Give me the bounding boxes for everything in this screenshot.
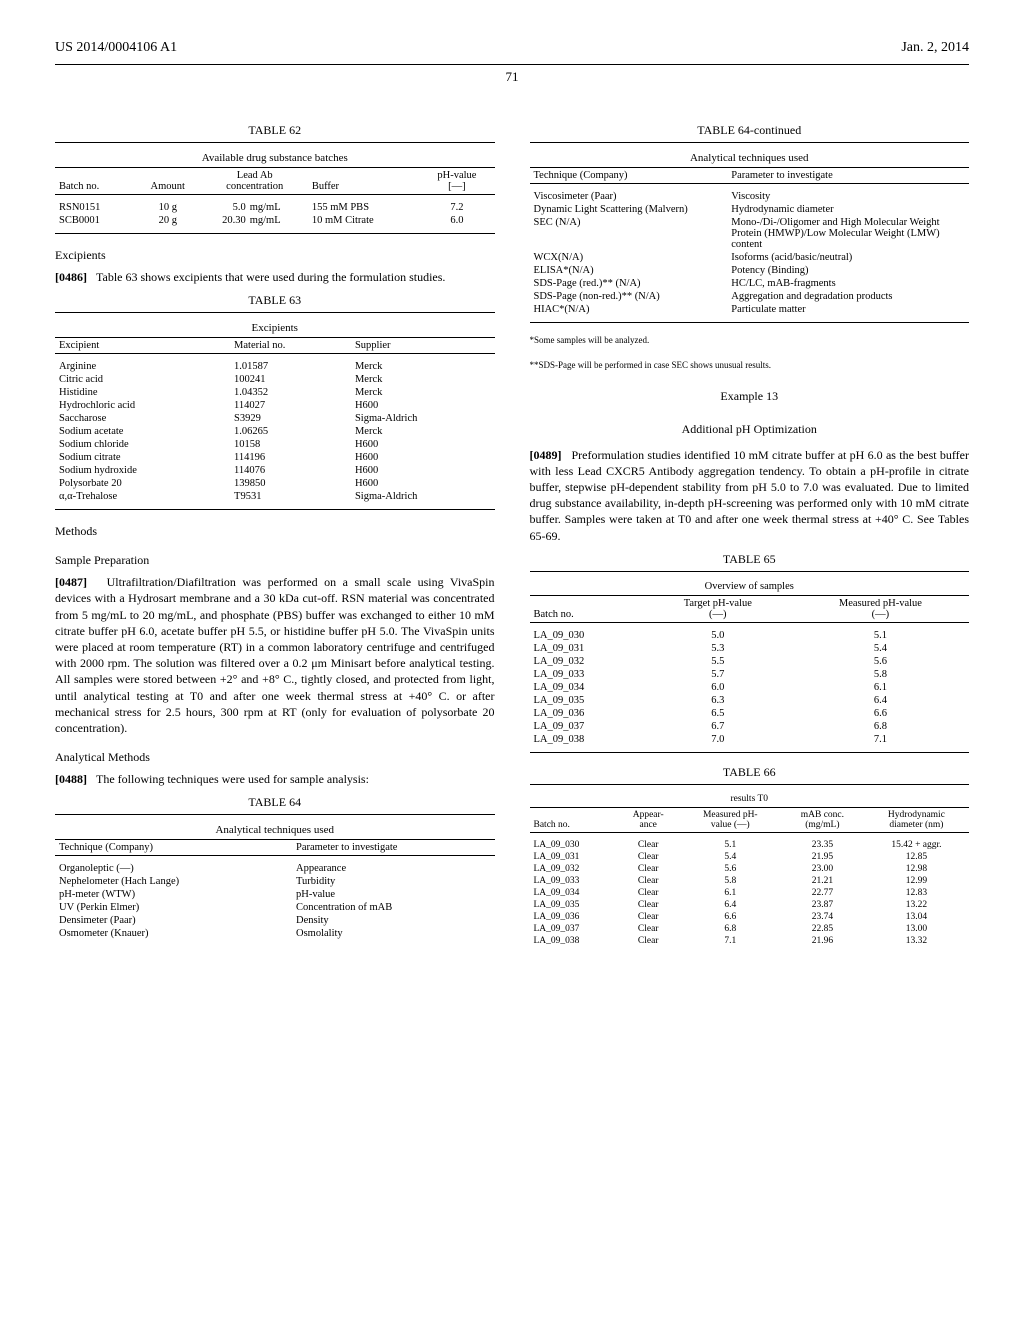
table-row: Sodium hydroxide114076H600 (55, 464, 495, 477)
table-66: results T0 Batch no. Appear-ance Measure… (530, 784, 970, 947)
table-65-caption: TABLE 65 (530, 552, 970, 567)
table-row: SDS-Page (non-red.)** (N/A)Aggregation a… (530, 290, 970, 303)
table-row: UV (Perkin Elmer)Concentration of mAB (55, 901, 495, 914)
doc-date: Jan. 2, 2014 (901, 40, 969, 56)
table-64-title: Analytical techniques used (55, 821, 495, 840)
table-row: LA_09_037Clear6.822.8513.00 (530, 923, 970, 935)
table-row: LA_09_038Clear7.121.9613.32 (530, 935, 970, 947)
table-63: Excipients Excipient Material no. Suppli… (55, 312, 495, 510)
t62-h1: Amount (134, 168, 202, 195)
table-row: Sodium citrate114196H600 (55, 451, 495, 464)
table-row: Sodium chloride10158H600 (55, 438, 495, 451)
t62-h3: Buffer (308, 168, 419, 195)
table-64c-caption: TABLE 64-continued (530, 123, 970, 138)
example-13-subtitle: Additional pH Optimization (530, 422, 970, 437)
table-row: Dynamic Light Scattering (Malvern)Hydrod… (530, 203, 970, 216)
table-row: Osmometer (Knauer)Osmolality (55, 927, 495, 940)
table-row: LA_09_035Clear6.423.8713.22 (530, 899, 970, 911)
para-0489: [0489] Preformulation studies identified… (530, 447, 970, 544)
footnote-2: **SDS-Page will be performed in case SEC… (530, 360, 970, 371)
table-row: SaccharoseS3929Sigma-Aldrich (55, 412, 495, 425)
table-66-title: results T0 (530, 791, 970, 808)
table-row: LA_09_033Clear5.821.2112.99 (530, 875, 970, 887)
table-row: LA_09_0387.07.1 (530, 733, 970, 746)
table-row: SEC (N/A)Mono-/Di-/Oligomer and High Mol… (530, 216, 970, 251)
t62-h4: pH-value[—] (419, 168, 494, 195)
table-row: pH-meter (WTW)pH-value (55, 888, 495, 901)
table-63-title: Excipients (55, 319, 495, 338)
table-row: Viscosimeter (Paar)Viscosity (530, 190, 970, 203)
table-65-title: Overview of samples (530, 578, 970, 596)
table-row: LA_09_0305.05.1 (530, 629, 970, 642)
table-64-caption: TABLE 64 (55, 795, 495, 810)
excipients-heading: Excipients (55, 248, 495, 263)
table-row: Citric acid100241Merck (55, 373, 495, 386)
table-row: LA_09_0315.35.4 (530, 642, 970, 655)
table-row: LA_09_0335.75.8 (530, 668, 970, 681)
table-62: Available drug substance batches Batch n… (55, 142, 495, 234)
table-66-caption: TABLE 66 (530, 765, 970, 780)
methods-heading: Methods (55, 524, 495, 539)
t62-h2: Lead Abconcentration (202, 168, 308, 195)
table-64-continued: Analytical techniques used Technique (Co… (530, 142, 970, 323)
t62-h0: Batch no. (55, 168, 134, 195)
two-column-layout: TABLE 62 Available drug substance batche… (55, 115, 969, 959)
page-number: 71 (55, 69, 969, 85)
table-row: α,α-TrehaloseT9531Sigma-Aldrich (55, 490, 495, 503)
table-65: Overview of samples Batch no. Target pH-… (530, 571, 970, 753)
left-column: TABLE 62 Available drug substance batche… (55, 115, 495, 959)
table-row: LA_09_0376.76.8 (530, 720, 970, 733)
table-row: SDS-Page (red.)** (N/A)HC/LC, mAB-fragme… (530, 277, 970, 290)
table-62-title: Available drug substance batches (55, 149, 495, 168)
table-row: Polysorbate 20139850H600 (55, 477, 495, 490)
table-row: HIAC*(N/A)Particulate matter (530, 303, 970, 316)
table-62-caption: TABLE 62 (55, 123, 495, 138)
table-row: Nephelometer (Hach Lange)Turbidity (55, 875, 495, 888)
example-13-title: Example 13 (530, 389, 970, 404)
table-row: ELISA*(N/A)Potency (Binding) (530, 264, 970, 277)
table-row: Arginine1.01587Merck (55, 360, 495, 373)
table-row: LA_09_031Clear5.421.9512.85 (530, 851, 970, 863)
table-row: Densimeter (Paar)Density (55, 914, 495, 927)
table-row: Histidine1.04352Merck (55, 386, 495, 399)
header-rule (55, 64, 969, 65)
page-header: US 2014/0004106 A1 Jan. 2, 2014 (55, 40, 969, 56)
table-64: Analytical techniques used Technique (Co… (55, 814, 495, 940)
table-row: LA_09_032Clear5.623.0012.98 (530, 863, 970, 875)
table-row: LA_09_0356.36.4 (530, 694, 970, 707)
doc-id: US 2014/0004106 A1 (55, 40, 177, 56)
table-row: SCB0001 20 g 20.30mg/mL 10 mM Citrate 6.… (55, 214, 495, 227)
table-64c-title: Analytical techniques used (530, 149, 970, 168)
para-0487: [0487] Ultrafiltration/Diafiltration was… (55, 574, 495, 736)
table-row: Hydrochloric acid114027H600 (55, 399, 495, 412)
table-row: WCX(N/A)Isoforms (acid/basic/neutral) (530, 251, 970, 264)
table-row: Organoleptic (—)Appearance (55, 862, 495, 875)
table-row: LA_09_0346.06.1 (530, 681, 970, 694)
table-63-caption: TABLE 63 (55, 293, 495, 308)
table-row: LA_09_030Clear5.123.3515.42 + aggr. (530, 839, 970, 851)
table-row: RSN0151 10 g 5.0mg/mL 155 mM PBS 7.2 (55, 201, 495, 214)
para-0486: [0486] Table 63 shows excipients that we… (55, 269, 495, 285)
table-row: LA_09_0325.55.6 (530, 655, 970, 668)
footnote-1: *Some samples will be analyzed. (530, 335, 970, 346)
analytical-heading: Analytical Methods (55, 750, 495, 765)
table-row: LA_09_036Clear6.623.7413.04 (530, 911, 970, 923)
table-row: LA_09_034Clear6.122.7712.83 (530, 887, 970, 899)
table-row: Sodium acetate1.06265Merck (55, 425, 495, 438)
sample-prep-heading: Sample Preparation (55, 553, 495, 568)
table-row: LA_09_0366.56.6 (530, 707, 970, 720)
para-0488: [0488] The following techniques were use… (55, 771, 495, 787)
right-column: TABLE 64-continued Analytical techniques… (530, 115, 970, 959)
